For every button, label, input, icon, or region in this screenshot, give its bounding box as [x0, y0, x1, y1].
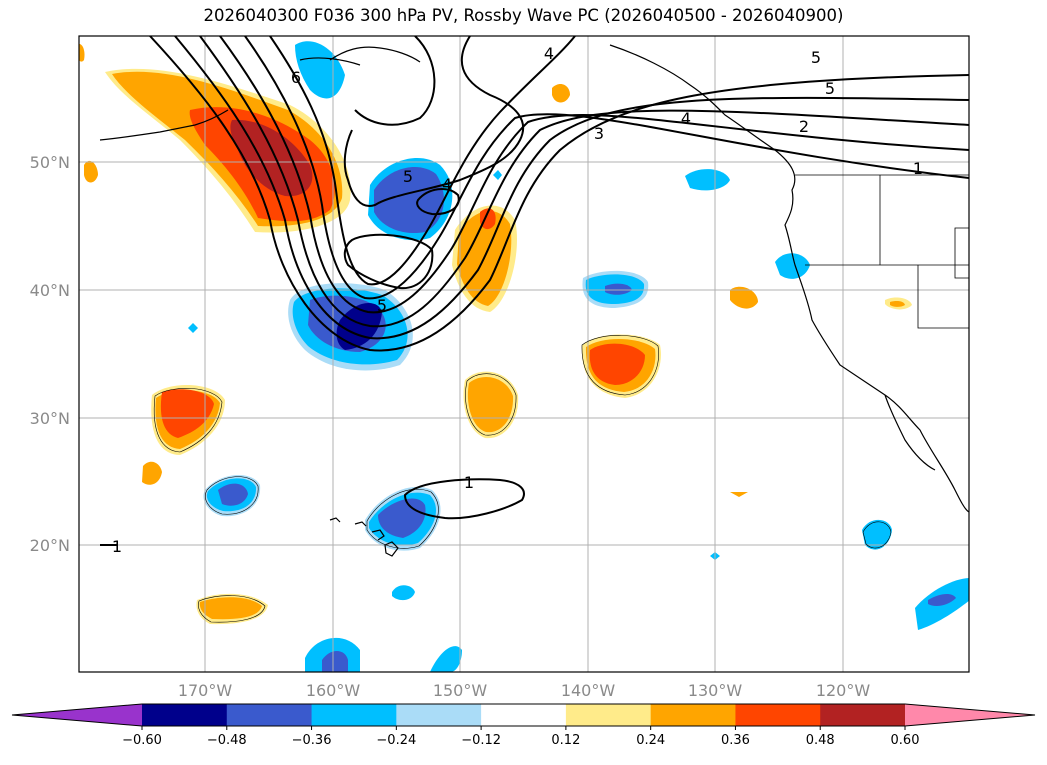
contour-label: 1 — [913, 159, 923, 178]
contour-label: 5 — [403, 167, 413, 186]
colorbar-tick-label: −0.12 — [461, 733, 501, 748]
colorbar-ticks: −0.60 −0.48 −0.36 −0.24 −0.12 0.12 0.24 0.36 0.4… — [122, 726, 919, 748]
contour-labels: 6 4 5 5 4 3 2 1 5 4 5 1 1 — [112, 44, 923, 556]
colorbar-segment — [565, 704, 652, 726]
contour-label: 1 — [112, 537, 122, 556]
contour-label: 1 — [464, 473, 474, 492]
colorbar-tick-label: −0.60 — [122, 733, 162, 748]
colorbar-segment — [142, 704, 228, 726]
colorbar — [11, 703, 1036, 727]
colorbar-segment — [311, 704, 397, 726]
colorbar-segment — [735, 704, 821, 726]
contour-label: 5 — [825, 79, 835, 98]
lat-label: 50°N — [30, 153, 70, 172]
colorbar-segment — [396, 704, 482, 726]
pv-contours — [100, 36, 969, 546]
colorbar-segment — [226, 704, 313, 726]
colorbar-extend-low — [12, 704, 142, 726]
contour-label: 4 — [681, 109, 691, 128]
map-gridlines — [79, 36, 969, 672]
contour-label: 3 — [594, 124, 604, 143]
latitude-labels: 50°N 40°N 30°N 20°N — [30, 153, 70, 555]
colorbar-tick-label: −0.24 — [376, 733, 416, 748]
lon-label: 150°W — [433, 681, 488, 700]
contour-label: 6 — [291, 68, 301, 87]
coastlines — [99, 44, 969, 513]
colorbar-segment — [650, 704, 736, 726]
contour-label: 4 — [544, 44, 554, 63]
shading-outlines — [153, 335, 892, 623]
colorbar-segment — [820, 704, 906, 726]
lat-label: 30°N — [30, 409, 70, 428]
lon-label: 160°W — [306, 681, 361, 700]
colorbar-tick-label: −0.36 — [292, 733, 332, 748]
lat-label: 20°N — [30, 536, 70, 555]
contour-label: 4 — [442, 175, 452, 194]
lon-label: 120°W — [816, 681, 871, 700]
longitude-labels: 170°W 160°W 150°W 140°W 130°W 120°W — [178, 681, 871, 700]
lon-label: 170°W — [178, 681, 233, 700]
lat-label: 40°N — [30, 281, 70, 300]
contour-label: 5 — [377, 296, 387, 315]
colorbar-tick-label: −0.48 — [207, 733, 247, 748]
map-frame — [78, 35, 970, 673]
map-title: 2026040300 F036 300 hPa PV, Rossby Wave … — [203, 6, 844, 25]
colorbar-tick-label: 0.24 — [636, 733, 665, 748]
colorbar-extend-high — [905, 704, 1035, 726]
colorbar-segment — [481, 704, 567, 726]
colorbar-tick-label: 0.12 — [551, 733, 580, 748]
hawaii-islands — [329, 517, 399, 557]
contour-label: 5 — [811, 48, 821, 67]
colorbar-tick-label: 0.60 — [891, 733, 920, 748]
contour-label: 2 — [799, 117, 809, 136]
colorbar-tick-label: 0.36 — [721, 733, 750, 748]
lon-label: 140°W — [561, 681, 616, 700]
colorbar-tick-label: 0.48 — [806, 733, 835, 748]
lon-label: 130°W — [688, 681, 743, 700]
